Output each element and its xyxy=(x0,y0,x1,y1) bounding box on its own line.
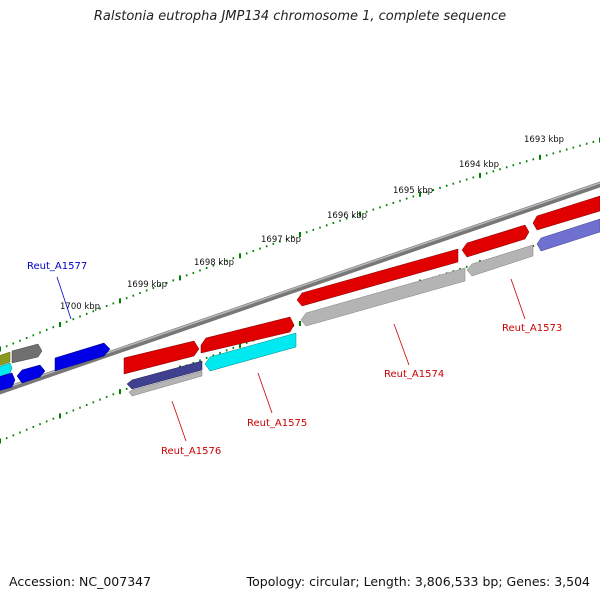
gene-label-a1577[interactable]: Reut_A1577 xyxy=(27,261,87,272)
gene-dark-gray[interactable] xyxy=(11,343,43,364)
gene-red-a1575[interactable] xyxy=(200,316,295,354)
gene-navy-a1576[interactable] xyxy=(126,360,203,390)
gene-blue-a1577[interactable] xyxy=(54,342,111,372)
accession-text: Accession: NC_007347 xyxy=(9,574,152,589)
kbp-labels: 1693 kbp 1694 kbp 1695 kbp 1696 kbp 1697… xyxy=(60,135,564,312)
gene-blue-left-1[interactable] xyxy=(0,372,16,392)
gene-labels: Reut_A1577 Reut_A1576 Reut_A1575 Reut_A1… xyxy=(27,261,562,457)
gene-gray-a1573[interactable] xyxy=(466,244,534,277)
kbp-label-1695: 1695 kbp xyxy=(393,186,433,196)
gene-cyan-a1575[interactable] xyxy=(204,332,297,372)
gene-olive[interactable] xyxy=(0,351,11,367)
kbp-label-1699: 1699 kbp xyxy=(127,280,167,290)
forward-strand-genes xyxy=(0,195,600,375)
leader-a1574 xyxy=(393,323,410,366)
kbp-label-1698: 1698 kbp xyxy=(194,258,234,268)
kbp-label-1694: 1694 kbp xyxy=(459,160,499,170)
gene-blue-left-2[interactable] xyxy=(16,364,46,384)
gene-label-a1576[interactable]: Reut_A1576 xyxy=(161,446,221,457)
gene-red-a1574[interactable] xyxy=(296,248,459,307)
chromosome-backbone xyxy=(0,181,600,395)
label-leader-lines xyxy=(56,276,526,442)
gene-red-far-right[interactable] xyxy=(532,195,600,231)
gene-gray-a1576[interactable] xyxy=(128,370,203,397)
gene-lavender-far-right[interactable] xyxy=(536,218,600,252)
gene-label-a1573[interactable]: Reut_A1573 xyxy=(502,323,562,334)
gene-label-a1574[interactable]: Reut_A1574 xyxy=(384,369,444,380)
kbp-label-1700: 1700 kbp xyxy=(60,302,100,312)
gene-gray-a1574[interactable] xyxy=(300,267,466,327)
gene-label-a1575[interactable]: Reut_A1575 xyxy=(247,418,307,429)
map-title: Ralstonia eutropha JMP134 chromosome 1, … xyxy=(93,9,507,24)
reverse-strand-genes xyxy=(0,218,600,397)
gene-cyan-left[interactable] xyxy=(0,362,13,378)
leader-a1573 xyxy=(510,278,526,320)
upper-position-ruler xyxy=(0,137,600,352)
gene-red-a1576[interactable] xyxy=(123,340,200,375)
leader-a1576 xyxy=(171,400,187,442)
kbp-label-1697: 1697 kbp xyxy=(261,235,301,245)
kbp-label-1693: 1693 kbp xyxy=(524,135,564,145)
leader-a1575 xyxy=(257,372,273,414)
topology-summary-text: Topology: circular; Length: 3,806,533 bp… xyxy=(246,574,590,589)
leader-a1577 xyxy=(56,276,72,320)
gene-red-a1573[interactable] xyxy=(461,224,530,258)
kbp-label-1696: 1696 kbp xyxy=(327,211,367,221)
